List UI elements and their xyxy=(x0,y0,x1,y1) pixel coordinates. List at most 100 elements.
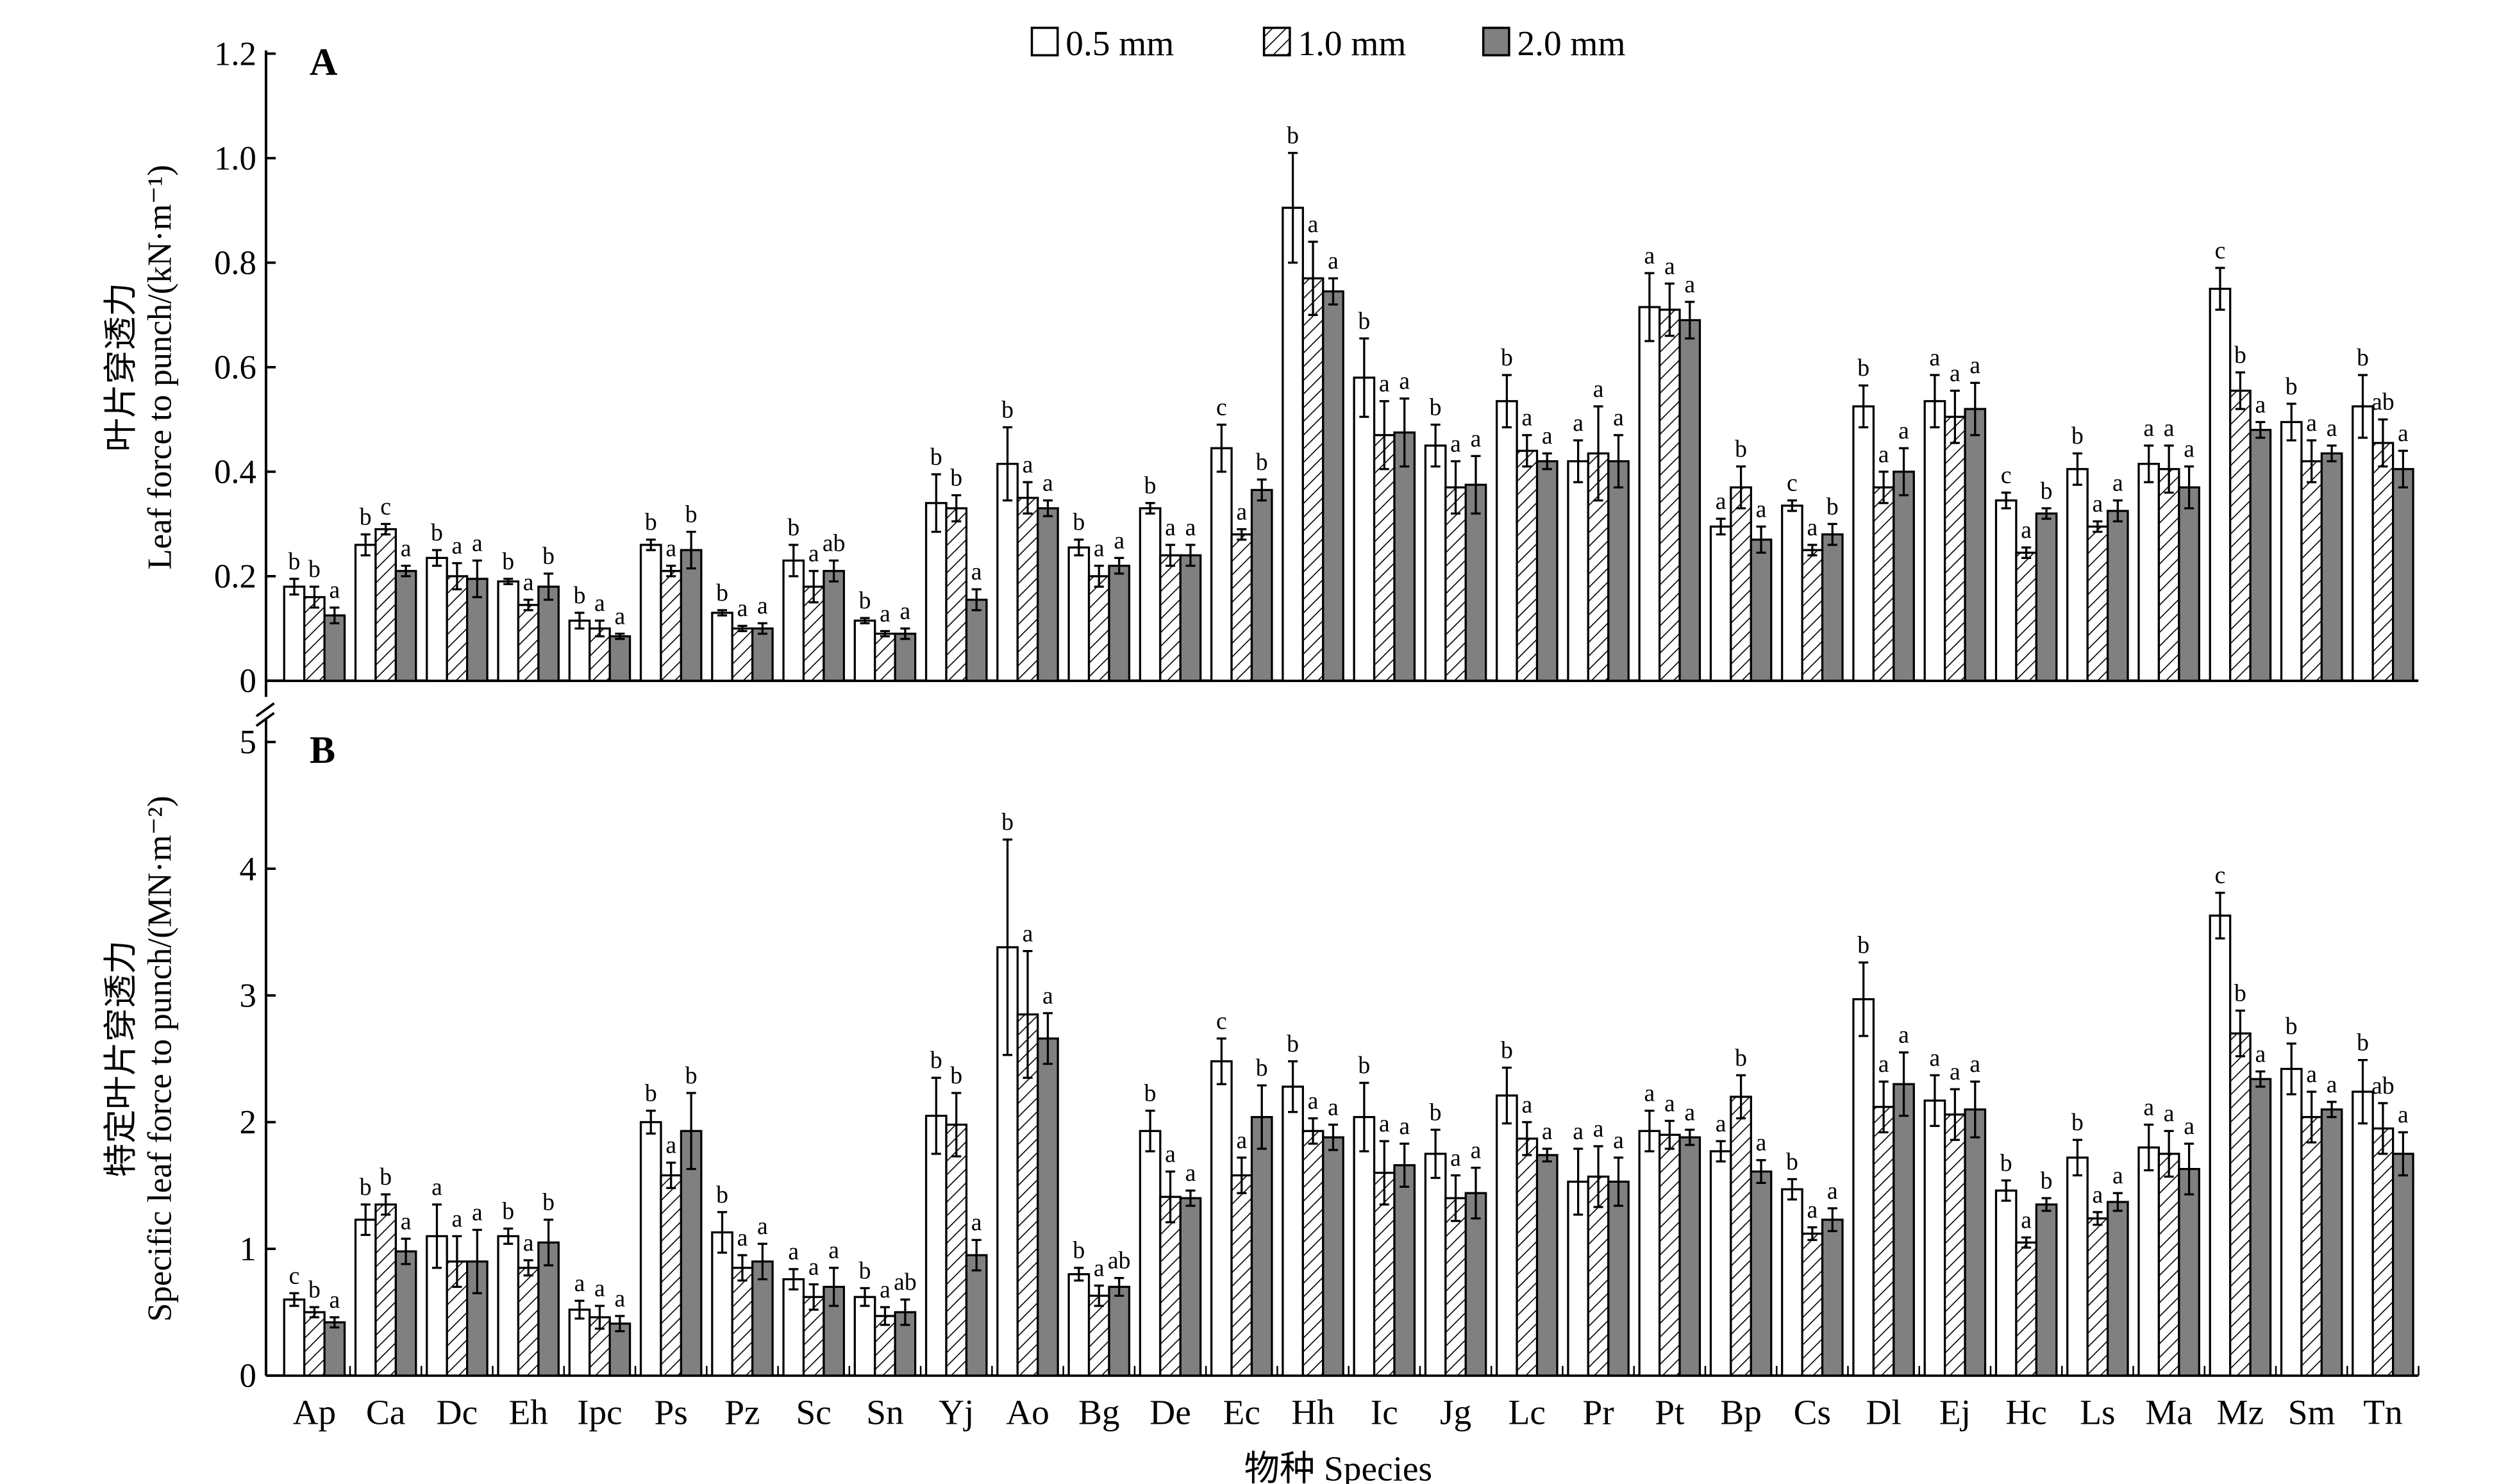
error-bar xyxy=(1930,1074,1940,1128)
bar-B-Pt-2 xyxy=(1678,1136,1701,1377)
bar-B-Tn-1 xyxy=(2371,1127,2395,1377)
bar-A-Yj-1 xyxy=(945,507,968,682)
bar-B-Yj-2 xyxy=(965,1254,988,1377)
bar-A-Ls-1 xyxy=(2086,525,2109,682)
bar-A-Ma-2 xyxy=(2178,486,2200,682)
bar-A-Yj-2 xyxy=(965,598,988,682)
significance-letter: b xyxy=(950,464,962,491)
significance-letter: a xyxy=(1165,514,1176,541)
x-axis-title: 物种 Species xyxy=(1244,1449,1432,1484)
significance-letter: b xyxy=(542,543,555,570)
significance-letter: c xyxy=(2001,462,2012,488)
bar-B-Ic-2 xyxy=(1393,1164,1416,1377)
bar-B-Lc-0 xyxy=(1496,1094,1518,1377)
significance-letter: b xyxy=(716,1181,728,1208)
significance-letter: a xyxy=(523,569,534,596)
error-bar xyxy=(1074,1267,1084,1282)
legend-label: 0.5 mm xyxy=(1066,24,1174,63)
significance-letter: a xyxy=(2093,490,2103,517)
error-bar xyxy=(860,1287,870,1307)
bar-A-Jg-1 xyxy=(1444,486,1467,682)
bar-B-Ao-2 xyxy=(1037,1037,1059,1377)
error-bar xyxy=(1379,400,1389,471)
error-bar xyxy=(2072,1138,2083,1177)
bar-A-Pt-1 xyxy=(1658,308,1681,682)
bar-B-Sc-0 xyxy=(782,1278,805,1377)
significance-letter: a xyxy=(1613,404,1624,431)
bar-A-Ej-0 xyxy=(1923,400,1946,682)
significance-letter: a xyxy=(401,1208,412,1235)
bar-B-Ma-2 xyxy=(2178,1168,2200,1377)
bar-B-Pz-1 xyxy=(731,1267,754,1377)
error-bar xyxy=(1501,1066,1512,1125)
bar-A-Eh-1 xyxy=(517,604,540,682)
bar-A-Dl-0 xyxy=(1852,405,1875,682)
bar-B-Bg-1 xyxy=(1087,1294,1110,1377)
error-bar xyxy=(1042,499,1053,517)
y-axis-title-cn: 特定叶片穿透力 xyxy=(103,940,140,1178)
bar-B-Ca-1 xyxy=(374,1203,397,1377)
bar-B-Ls-1 xyxy=(2086,1217,2109,1377)
significance-letter: b xyxy=(1256,1055,1268,1081)
bar-A-Tn-1 xyxy=(2371,442,2395,682)
error-bar xyxy=(523,598,533,612)
significance-letter: a xyxy=(2398,1101,2409,1128)
bar-A-Hc-2 xyxy=(2035,512,2058,682)
bar-A-Ca-1 xyxy=(374,528,397,682)
error-bar xyxy=(2307,1090,2317,1144)
significance-letter: a xyxy=(1807,1196,1818,1223)
significance-letter: a xyxy=(1930,1044,1941,1071)
error-bar xyxy=(1114,1276,1124,1297)
bar-A-Bg-0 xyxy=(1067,546,1091,682)
error-bar xyxy=(360,1203,371,1237)
bar-B-Ej-1 xyxy=(1944,1113,1966,1377)
significance-letter: c xyxy=(289,1262,300,1289)
significance-letter: a xyxy=(1450,1144,1461,1171)
error-bar xyxy=(1930,374,1940,429)
significance-letter: a xyxy=(329,1287,340,1313)
bar-A-Pz-0 xyxy=(711,612,733,682)
bar-A-Pt-0 xyxy=(1638,306,1661,682)
bar-B-Dl-2 xyxy=(1893,1083,1915,1377)
significance-letter: a xyxy=(1930,344,1941,371)
significance-letter: a xyxy=(1185,514,1196,541)
error-bar xyxy=(1664,1119,1675,1150)
significance-letter: b xyxy=(2234,342,2246,369)
error-bar xyxy=(829,559,839,583)
error-bar xyxy=(737,1254,748,1282)
error-bar xyxy=(1430,423,1441,468)
bar-A-Eh-0 xyxy=(497,580,520,682)
error-bar xyxy=(1165,544,1176,567)
error-bar xyxy=(1145,502,1155,515)
significance-letter: b xyxy=(2357,344,2369,371)
significance-letter: b xyxy=(685,1062,698,1089)
significance-letter: c xyxy=(1787,470,1798,497)
significance-letter: b xyxy=(716,579,728,606)
bar-A-Ao-2 xyxy=(1037,507,1059,682)
significance-letter: a xyxy=(737,1224,748,1251)
significance-letter: b xyxy=(360,504,372,531)
significance-letter: a xyxy=(1471,425,1482,452)
error-bar xyxy=(1522,434,1532,468)
bar-B-Sm-1 xyxy=(2300,1115,2323,1377)
significance-letter: a xyxy=(1399,368,1410,395)
significance-letter: b xyxy=(1287,122,1299,149)
y-tick-label: 1.2 xyxy=(214,35,256,72)
bar-A-Bg-2 xyxy=(1108,564,1131,682)
error-bar xyxy=(1216,423,1226,473)
significance-letter: b xyxy=(2000,1149,2012,1176)
significance-letter: a xyxy=(594,1275,605,1302)
significance-letter: a xyxy=(2306,1061,2317,1088)
legend-item: 1.0 mm xyxy=(1262,24,1406,63)
significance-letter: b xyxy=(502,1197,514,1224)
error-bar xyxy=(503,578,514,585)
significance-letter: b xyxy=(380,1163,392,1190)
significance-letter: b xyxy=(1287,1031,1299,1058)
y-tick-label: 0.2 xyxy=(214,558,256,595)
error-bar xyxy=(289,578,299,596)
error-bar xyxy=(1237,1156,1247,1194)
error-bar xyxy=(452,562,462,590)
error-bar xyxy=(1807,1226,1818,1241)
y-axis-title: 叶片穿透力 Leaf force to punch/(kN·m⁻¹) xyxy=(103,165,178,570)
error-bar xyxy=(2398,449,2408,488)
